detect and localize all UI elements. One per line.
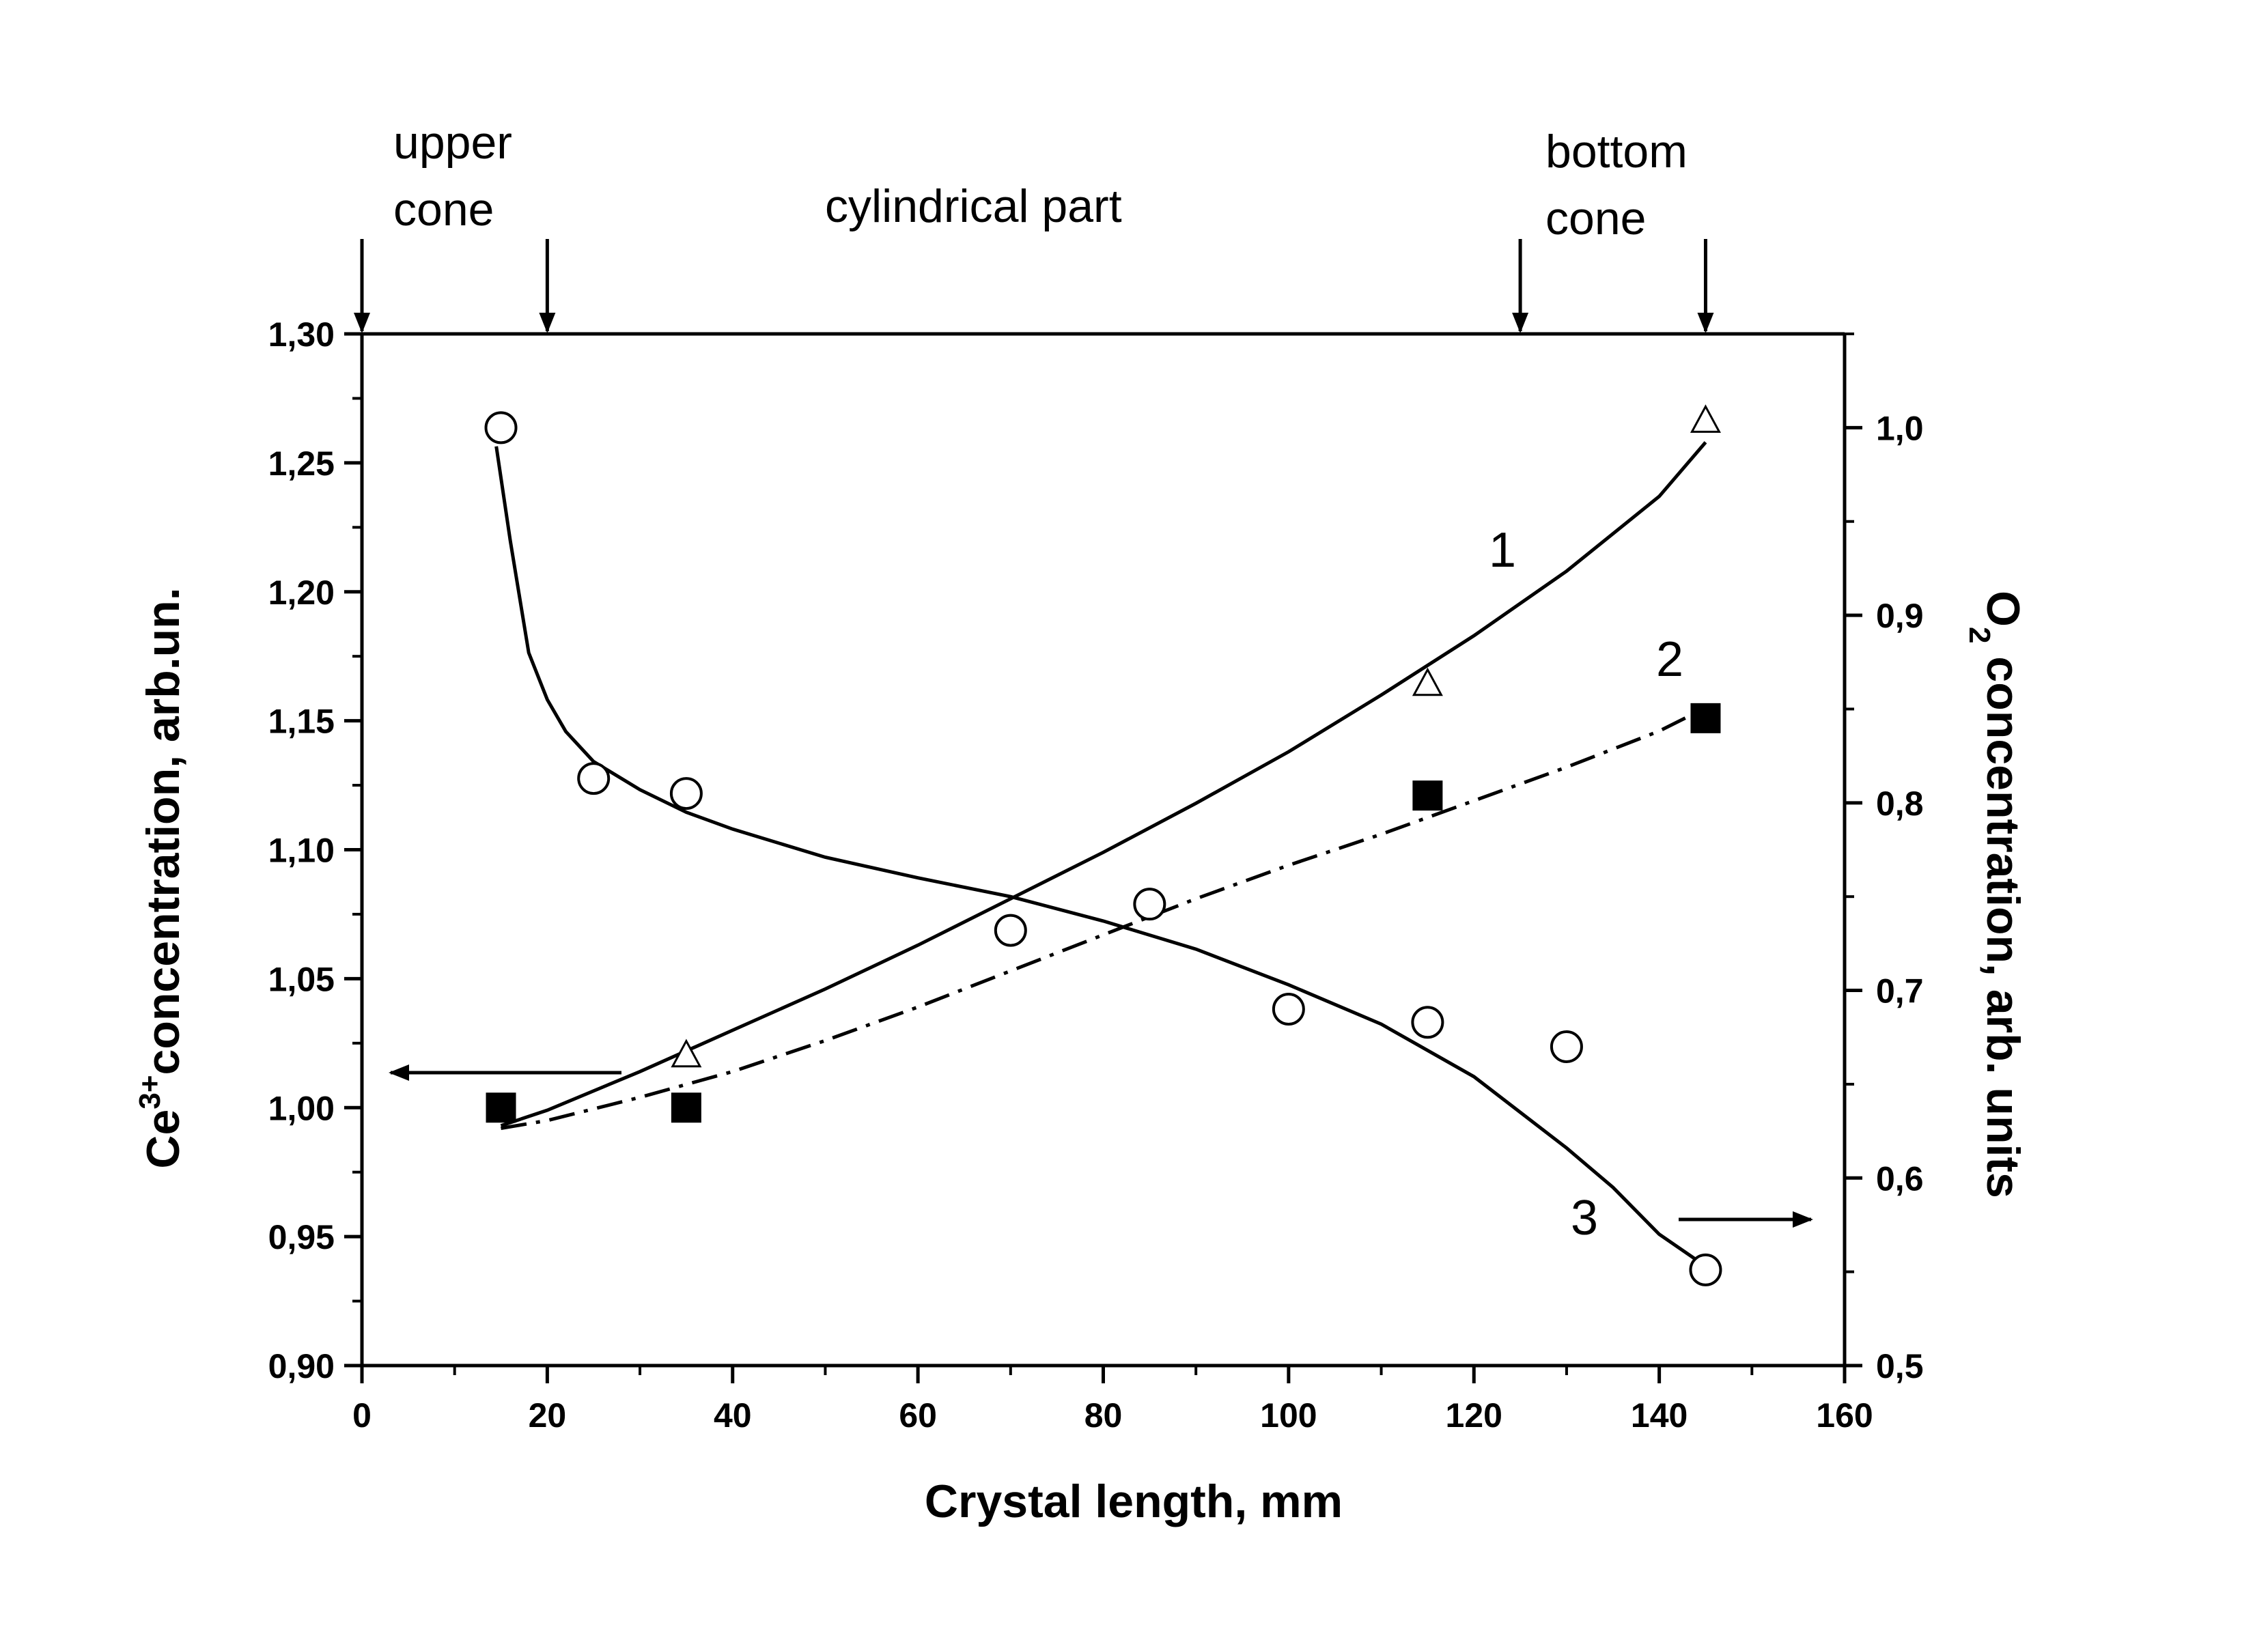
y-axis-left-main: concentration, arb.un. (137, 587, 189, 1075)
y-right-tick-label: 0,6 (1876, 1159, 1924, 1198)
y-axis-right-sub: 2 (1963, 627, 1996, 643)
x-tick-label: 100 (1260, 1396, 1317, 1435)
y-left-tick-label: 1,25 (268, 444, 335, 483)
y-right-tick-label: 1,0 (1876, 409, 1924, 447)
data-markers (484, 404, 1722, 1286)
y-left-tick-label: 1,20 (268, 574, 335, 612)
series-2-label: 2 (1656, 632, 1683, 687)
x-tick-label: 40 (714, 1396, 752, 1435)
y-right-tick-label: 0,7 (1876, 972, 1924, 1011)
series-3-point (1272, 993, 1305, 1026)
y-left-tick-label: 1,05 (268, 960, 335, 998)
y-right-tick-label: 0,5 (1876, 1347, 1924, 1385)
region-annotations: upper cone cylindrical part bottom cone (354, 117, 1714, 333)
series-2-point (486, 1092, 516, 1123)
series-2-point (1412, 780, 1443, 811)
series-3-point (577, 762, 611, 795)
x-tick-label: 140 (1631, 1396, 1688, 1435)
series-3-point (669, 777, 703, 810)
region-label: cone (393, 184, 494, 236)
series-3-point (994, 914, 1027, 947)
region-label: cone (1545, 193, 1646, 244)
series-1-fit-line (500, 441, 1707, 1128)
y-axis-left: 0,90 0,95 1,00 1,05 1,10 1,15 1,20 1,25 1,30 (268, 315, 362, 1385)
x-tick-label: 160 (1816, 1396, 1873, 1435)
y-left-tick-label: 1,15 (268, 703, 335, 741)
y-left-tick-label: 1,30 (268, 315, 335, 354)
series-3-fit-line (494, 446, 1707, 1268)
x-tick-label: 60 (899, 1396, 937, 1435)
series-3-point (1133, 888, 1166, 921)
x-tick-label: 80 (1084, 1396, 1123, 1435)
x-tick-label: 20 (529, 1396, 567, 1435)
y-left-tick-label: 1,00 (268, 1089, 335, 1127)
series-3-point (1689, 1253, 1722, 1286)
series-1-point (1690, 404, 1721, 433)
series-1-point (671, 1039, 702, 1068)
region-label: cylindrical part (825, 180, 1122, 232)
y-axis-left-title: Ce3+concentration, arb.un. (133, 587, 189, 1168)
plot-frame (360, 332, 1847, 1368)
fit-curves (494, 441, 1707, 1268)
x-axis-title: Crystal length, mm (925, 1475, 1343, 1527)
y-left-tick-label: 1,10 (268, 832, 335, 870)
series-3-point (1550, 1030, 1583, 1063)
curve-labels: 1 2 3 (389, 523, 1813, 1245)
x-axis: 0 20 40 60 80 100 120 140 160 (352, 1366, 1873, 1435)
series-1-point (1412, 667, 1443, 696)
series-2-fit-line (501, 706, 1707, 1130)
region-label: upper (393, 117, 512, 169)
y-axis-right-title: O2 concentration, arb. units (1963, 591, 2029, 1198)
x-tick-label: 0 (352, 1396, 372, 1435)
x-tick-label: 120 (1446, 1396, 1502, 1435)
series-1-label: 1 (1489, 523, 1516, 578)
series-3-label: 3 (1571, 1191, 1598, 1245)
y-right-tick-label: 0,8 (1876, 785, 1924, 823)
y-axis-right-prefix: O (1977, 591, 2029, 627)
series-2-point (1690, 703, 1721, 733)
series-2-point (671, 1092, 701, 1123)
y-axis-right: 0,5 0,6 0,7 0,8 0,9 1,0 (1845, 333, 1924, 1385)
y-left-tick-label: 0,95 (268, 1218, 335, 1256)
region-label: bottom (1545, 126, 1688, 178)
y-axis-left-prefix: Ce (137, 1110, 189, 1169)
y-axis-right-main: concentration, arb. units (1977, 644, 2029, 1198)
series-3-point (1411, 1006, 1444, 1039)
y-right-tick-label: 0,9 (1876, 597, 1924, 635)
y-left-tick-label: 0,90 (268, 1347, 335, 1385)
y-axis-left-sup: 3+ (133, 1075, 167, 1109)
series-3-point (484, 411, 518, 444)
